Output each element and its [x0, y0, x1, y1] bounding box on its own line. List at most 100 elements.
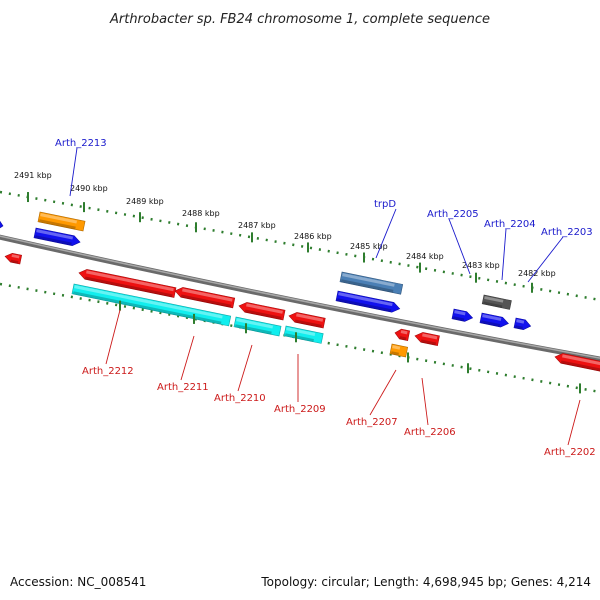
- label-leader: [421, 377, 429, 426]
- gene-shadow: [420, 339, 437, 346]
- gene-body: [288, 312, 326, 329]
- chromosome-backbone: [0, 234, 600, 362]
- gene-shadow: [84, 276, 173, 298]
- gene-shadow: [10, 259, 19, 264]
- gene-label-top[interactable]: Arth_2213: [55, 138, 107, 149]
- gene-shadow: [399, 336, 407, 341]
- gene-highlight: [11, 254, 20, 259]
- gene-shadow: [483, 301, 503, 308]
- gene-body: [37, 211, 86, 232]
- gene-highlight: [338, 292, 393, 307]
- gene-body: [339, 271, 404, 295]
- gene-body: [335, 290, 401, 313]
- track-guide-line: [0, 190, 600, 302]
- label-leader: [105, 309, 121, 365]
- gene-shadow: [180, 294, 232, 308]
- gene-feature[interactable]: [554, 352, 600, 373]
- scale-tick-label: 2489 kbp: [126, 197, 164, 206]
- gene-feature[interactable]: [33, 227, 81, 247]
- gene-label-bottom[interactable]: Arth_2210: [214, 393, 266, 404]
- gene-highlight: [74, 285, 223, 319]
- gene-feature[interactable]: [394, 328, 411, 341]
- gene-feature[interactable]: [481, 294, 512, 310]
- gene-highlight: [484, 296, 504, 303]
- gene-feature[interactable]: [233, 316, 282, 337]
- gene-body: [283, 325, 324, 344]
- gene-feature[interactable]: [479, 312, 509, 328]
- gene-label-bottom[interactable]: Arth_2202: [544, 447, 596, 458]
- gene-label-bottom[interactable]: Arth_2209: [274, 404, 326, 415]
- gene-feature[interactable]: [78, 268, 177, 298]
- gene-body: [451, 308, 474, 322]
- gene-label-top[interactable]: trpD: [374, 199, 396, 210]
- gene-shadow: [336, 298, 392, 313]
- gene-body: [78, 269, 177, 298]
- gene-highlight: [454, 310, 466, 316]
- gene-highlight: [286, 327, 316, 336]
- scale-ticks: 2491 kbp 2490 kbp 2489 kbp 2488 kbp 2487 kbp…: [14, 171, 581, 394]
- label-leader: [527, 236, 564, 283]
- gene-feature[interactable]: [414, 331, 440, 346]
- label-leader: [375, 208, 397, 259]
- gene-body: [0, 219, 4, 230]
- gene-highlight: [246, 303, 283, 314]
- gene-body: [479, 312, 509, 328]
- gene-label-top[interactable]: Arth_2205: [427, 209, 479, 220]
- gene-feature[interactable]: [174, 286, 236, 309]
- gene-feature[interactable]: [513, 317, 532, 331]
- gene-body: [174, 287, 236, 309]
- gene-shadow: [38, 219, 76, 230]
- gene-labels: Arth_2213 trpD Arth_2205 Arth_2204 Arth_2203…: [55, 138, 596, 458]
- gene-label-bottom[interactable]: Arth_2211: [157, 382, 209, 393]
- gene-body: [33, 227, 81, 246]
- scale-tick-label: 2485 kbp: [350, 242, 388, 251]
- gene-feature[interactable]: [283, 325, 324, 344]
- gene-feature[interactable]: [339, 271, 404, 295]
- gene-feature[interactable]: [4, 252, 23, 265]
- gene-body: [233, 316, 282, 337]
- label-leader: [180, 335, 195, 381]
- label-leader: [448, 218, 471, 275]
- gene-feature[interactable]: [389, 343, 409, 358]
- gene-label-top[interactable]: Arth_2203: [541, 227, 593, 238]
- gene-features: [0, 211, 600, 373]
- gene-body: [238, 302, 286, 321]
- gene-feature[interactable]: [0, 219, 4, 230]
- gene-label-bottom[interactable]: Arth_2206: [404, 427, 456, 438]
- gene-shadow: [560, 360, 600, 372]
- gene-feature[interactable]: [288, 311, 326, 329]
- gene-feature[interactable]: [71, 283, 232, 327]
- gene-highlight: [40, 213, 78, 224]
- gene-shadow: [234, 324, 272, 335]
- gene-feature[interactable]: [37, 211, 86, 232]
- gene-label-bottom[interactable]: Arth_2212: [82, 366, 134, 377]
- chromosome-backbone-highlight: [0, 235, 600, 359]
- gene-highlight: [342, 273, 395, 287]
- accession-text: Accession: NC_008541: [10, 575, 146, 589]
- gene-shadow: [514, 325, 523, 330]
- label-leader: [69, 147, 78, 197]
- gene-highlight: [296, 313, 324, 322]
- scale-tick-label: 2484 kbp: [406, 252, 444, 261]
- gene-highlight: [562, 354, 600, 366]
- map-title: Arthrobacter sp. FB24 chromosome 1, comp…: [109, 12, 490, 27]
- gene-shadow: [390, 351, 399, 356]
- label-leader: [501, 228, 507, 281]
- scale-tick-label: 2491 kbp: [14, 171, 52, 180]
- gene-label-top[interactable]: Arth_2204: [484, 219, 536, 230]
- gene-feature[interactable]: [238, 301, 286, 321]
- gene-shadow: [34, 235, 72, 246]
- scale-tick-label: 2487 kbp: [238, 221, 276, 230]
- gene-feature[interactable]: [335, 290, 401, 314]
- gene-feature[interactable]: [451, 308, 474, 323]
- gene-highlight: [482, 314, 502, 321]
- gene-label-bottom[interactable]: Arth_2207: [346, 417, 398, 428]
- scale-tick-label: 2482 kbp: [518, 269, 556, 278]
- gene-shadow: [480, 320, 501, 327]
- gene-highlight: [392, 345, 401, 350]
- label-leader: [369, 369, 397, 416]
- gene-body: [389, 343, 409, 358]
- scale-tick-label: 2483 kbp: [462, 261, 500, 270]
- scale-tick-label: 2490 kbp: [70, 184, 108, 193]
